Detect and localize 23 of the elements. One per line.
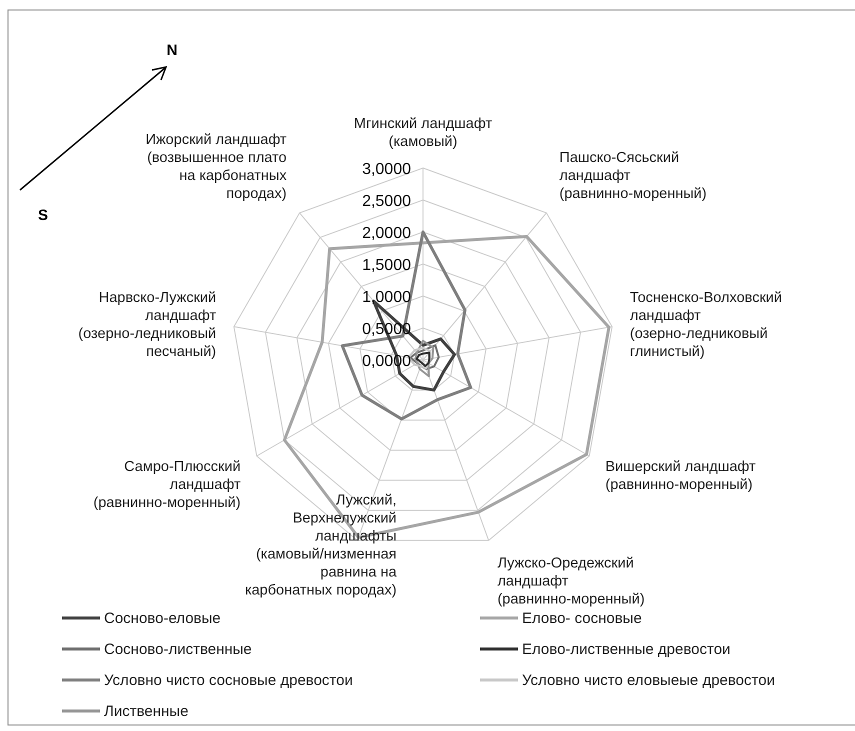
- text: S: [38, 207, 48, 224]
- y-tick-label: 1,5000: [362, 257, 412, 274]
- y-tick-label: 3,0000: [362, 161, 412, 178]
- spoke-label: Мгинский ландшафт (камовый): [354, 116, 492, 150]
- spoke-label: Тосненско-Волховский ландшафт (озерно-ледниковый глинистый): [630, 290, 782, 360]
- spoke-label: Лужский, Верхнелужский ландшафты (камовый/низменная равнина на карбонатных породах): [244, 492, 398, 599]
- spoke-label: Самро-Плюсский ландшафт (равнинно-моренный): [93, 459, 241, 511]
- spoke-label: Нарвско-Лужский ландшафт (озерно-ледниковый песчаный): [78, 290, 216, 360]
- spoke-label: Лужско-Оредежский ландшафт (равнинно-моренный): [497, 556, 645, 608]
- legend-label: Условно чисто еловыеые древостои: [522, 672, 775, 689]
- y-tick-label: 2,5000: [362, 193, 412, 210]
- legend-label: Елово-лиственные древостои: [522, 641, 730, 658]
- y-tick-label: 1,0000: [362, 289, 412, 306]
- legend-label: Условно чисто сосновые древостои: [104, 672, 353, 689]
- legend-label: Сосново-лиственные: [104, 641, 252, 658]
- spoke-label: Вишерский ландшафт (равнинно-моренный): [605, 459, 756, 493]
- y-tick-label: 2,0000: [362, 225, 412, 242]
- legend-label: Елово- сосновые: [522, 610, 642, 627]
- legend-label: Сосново-еловые: [104, 610, 221, 627]
- spoke-label: Ижорский ландшафт (возвышенное плато на карбонатных породах): [146, 132, 288, 202]
- legend-label: Лиственные: [104, 703, 188, 720]
- spoke-label: Пашско-Сясьский ландшафт (равнинно-моренный): [559, 150, 707, 202]
- text: N: [166, 42, 178, 59]
